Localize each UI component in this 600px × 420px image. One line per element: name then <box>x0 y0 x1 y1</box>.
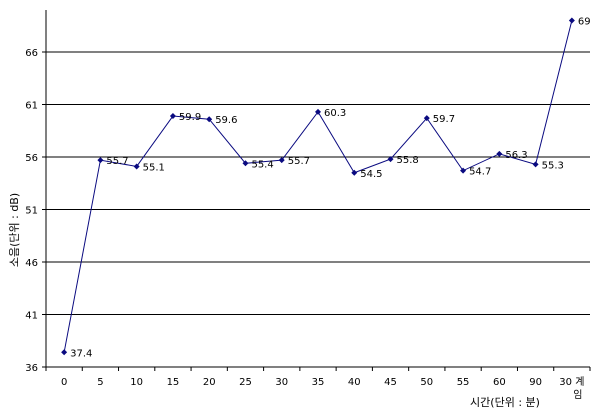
y-tick-label: 56 <box>25 153 38 164</box>
x-tick-label: 50 <box>420 377 433 388</box>
x-tick-label: 60 <box>493 377 506 388</box>
data-label: 54.5 <box>360 169 382 180</box>
x-axis-title: 시간(단위 : 분) <box>470 396 540 409</box>
y-tick-label: 36 <box>25 363 38 374</box>
x-tick-label: 90 <box>529 377 542 388</box>
x-tick-label: 15 <box>167 377 180 388</box>
data-point-marker <box>532 161 539 168</box>
data-point-marker <box>97 157 104 164</box>
data-label: 55.1 <box>143 162 165 173</box>
x-tick-label: 30 <box>275 377 288 388</box>
data-label: 59.6 <box>215 115 237 126</box>
data-label: 55.7 <box>288 156 310 167</box>
data-label: 55.7 <box>106 156 128 167</box>
data-label: 37.4 <box>70 348 92 359</box>
data-label: 69 <box>578 17 591 28</box>
data-label: 55.8 <box>397 155 419 166</box>
x-tick-label: 10 <box>130 377 143 388</box>
x-tick-label: 40 <box>348 377 361 388</box>
x-tick-label: 20 <box>203 377 216 388</box>
x-tick-label: 45 <box>384 377 397 388</box>
data-point-marker <box>460 167 467 174</box>
x-tick-label: 25 <box>239 377 252 388</box>
gridlines <box>46 51 590 368</box>
data-point-marker <box>423 115 430 122</box>
data-point-marker <box>278 157 285 164</box>
y-tick-label: 51 <box>25 206 38 217</box>
y-tick-labels: 36 41 46 51 56 61 66 <box>25 48 38 374</box>
data-point-marker <box>242 160 249 167</box>
data-label: 55.4 <box>251 159 273 170</box>
data-point-marker <box>169 113 176 120</box>
x-tick-label: 35 <box>312 377 325 388</box>
data-point-marker <box>206 116 213 123</box>
series <box>61 17 575 356</box>
data-label: 59.7 <box>433 114 455 125</box>
data-point-marker <box>387 156 394 163</box>
data-point-marker <box>315 108 321 115</box>
data-point-marker <box>351 169 358 176</box>
y-tick-label: 66 <box>25 48 38 59</box>
data-point-marker <box>496 150 503 157</box>
y-tick-label: 46 <box>25 258 38 269</box>
data-point-marker <box>568 17 575 24</box>
y-tick-label: 41 <box>25 311 38 322</box>
data-label: 54.7 <box>469 167 491 178</box>
x-tick-label: 55 <box>457 377 470 388</box>
data-label: 60.3 <box>324 108 346 119</box>
data-point-marker <box>133 163 140 170</box>
data-label: 56.3 <box>505 150 527 161</box>
x-tick-label: 5 <box>97 377 103 388</box>
x-tick-label: 0 <box>61 377 67 388</box>
data-label: 59.9 <box>179 112 201 123</box>
y-tick-label: 61 <box>25 101 38 112</box>
axes <box>42 10 591 371</box>
series-line <box>63 20 573 353</box>
y-axis-title: 소음(단위 : dB) <box>8 193 21 267</box>
data-label: 55.3 <box>542 160 564 171</box>
data-labels: 37.4 55.7 55.1 59.9 59.6 55.4 55.7 60.3 54.5 55.8… <box>70 17 590 360</box>
data-point-marker <box>61 349 68 356</box>
